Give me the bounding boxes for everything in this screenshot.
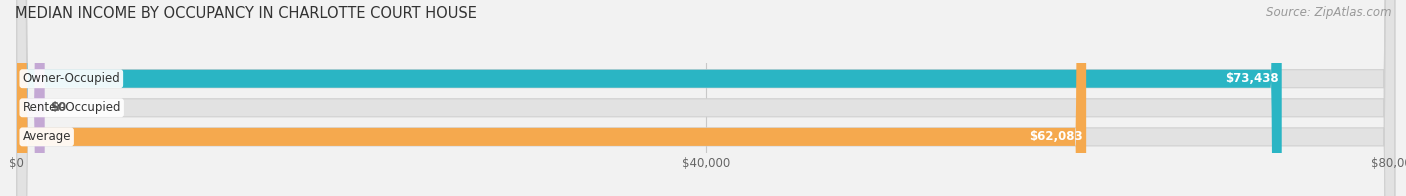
FancyBboxPatch shape [17,0,45,196]
FancyBboxPatch shape [17,0,1395,196]
Text: Renter-Occupied: Renter-Occupied [22,101,121,114]
Text: Average: Average [22,130,70,143]
FancyBboxPatch shape [17,0,1087,196]
Text: MEDIAN INCOME BY OCCUPANCY IN CHARLOTTE COURT HOUSE: MEDIAN INCOME BY OCCUPANCY IN CHARLOTTE … [15,6,478,21]
Text: Owner-Occupied: Owner-Occupied [22,72,120,85]
Text: $62,083: $62,083 [1029,130,1083,143]
Text: $0: $0 [51,101,66,114]
FancyBboxPatch shape [17,0,1282,196]
Text: Source: ZipAtlas.com: Source: ZipAtlas.com [1267,6,1392,19]
FancyBboxPatch shape [17,0,1395,196]
FancyBboxPatch shape [17,0,1395,196]
Text: $73,438: $73,438 [1225,72,1278,85]
